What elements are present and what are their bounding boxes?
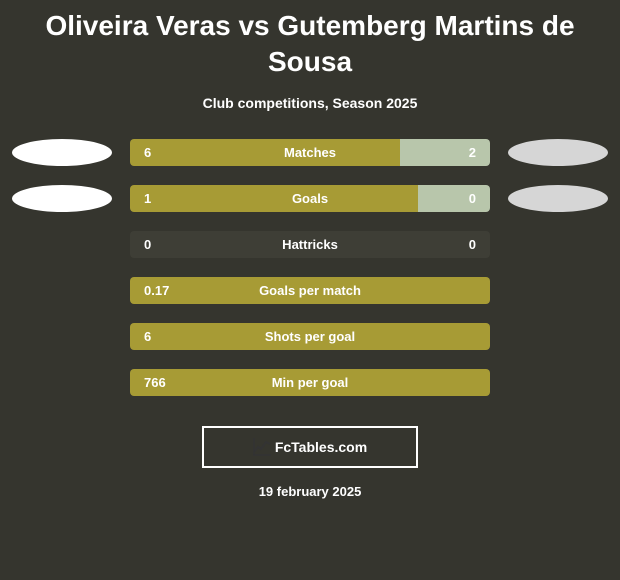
stat-label: Shots per goal — [265, 329, 355, 344]
page-title: Oliveira Veras vs Gutemberg Martins de S… — [6, 8, 614, 81]
avatar-spacer — [12, 323, 112, 350]
stat-bar: 6 Matches 2 — [130, 139, 490, 166]
bar-overlay: 766 Min per goal — [130, 369, 490, 396]
bar-overlay: 6 Matches 2 — [130, 139, 490, 166]
player-avatar-right — [508, 139, 608, 166]
stat-value-left: 0 — [144, 237, 151, 252]
comparison-card: Oliveira Veras vs Gutemberg Martins de S… — [0, 0, 620, 580]
subtitle: Club competitions, Season 2025 — [203, 95, 418, 111]
bar-overlay: 0 Hattricks 0 — [130, 231, 490, 258]
stat-row: 6 Shots per goal — [12, 323, 608, 350]
stat-row: 0 Hattricks 0 — [12, 231, 608, 258]
stat-label: Goals — [292, 191, 328, 206]
stat-label: Min per goal — [272, 375, 349, 390]
stat-value-right: 0 — [469, 237, 476, 252]
stat-row: 766 Min per goal — [12, 369, 608, 396]
stat-row: 1 Goals 0 — [12, 185, 608, 212]
avatar-spacer — [12, 231, 112, 258]
player-avatar-left — [12, 139, 112, 166]
stat-row: 0.17 Goals per match — [12, 277, 608, 304]
stat-label: Matches — [284, 145, 336, 160]
bar-overlay: 6 Shots per goal — [130, 323, 490, 350]
stats-list: 6 Matches 2 1 Goals 0 0 Hattricks 0 0.17 Goals per… — [6, 139, 614, 396]
stat-value-right: 0 — [469, 191, 476, 206]
player-avatar-right — [508, 185, 608, 212]
stat-bar: 766 Min per goal — [130, 369, 490, 396]
bar-overlay: 0.17 Goals per match — [130, 277, 490, 304]
stat-bar: 6 Shots per goal — [130, 323, 490, 350]
stat-label: Goals per match — [259, 283, 361, 298]
stat-value-left: 6 — [144, 329, 151, 344]
stat-value-right: 2 — [469, 145, 476, 160]
stat-value-left: 1 — [144, 191, 151, 206]
bar-overlay: 1 Goals 0 — [130, 185, 490, 212]
avatar-spacer — [508, 277, 608, 304]
stat-value-left: 766 — [144, 375, 166, 390]
stat-row: 6 Matches 2 — [12, 139, 608, 166]
avatar-spacer — [12, 369, 112, 396]
chart-icon — [253, 438, 271, 456]
avatar-spacer — [508, 231, 608, 258]
stat-bar: 0 Hattricks 0 — [130, 231, 490, 258]
brand-text: FcTables.com — [275, 439, 367, 455]
avatar-spacer — [508, 323, 608, 350]
avatar-spacer — [508, 369, 608, 396]
stat-value-left: 0.17 — [144, 283, 169, 298]
stat-bar: 0.17 Goals per match — [130, 277, 490, 304]
stat-bar: 1 Goals 0 — [130, 185, 490, 212]
stat-value-left: 6 — [144, 145, 151, 160]
avatar-spacer — [12, 277, 112, 304]
player-avatar-left — [12, 185, 112, 212]
brand-logo-box: FcTables.com — [202, 426, 418, 468]
footer-date: 19 february 2025 — [259, 484, 362, 499]
stat-label: Hattricks — [282, 237, 338, 252]
